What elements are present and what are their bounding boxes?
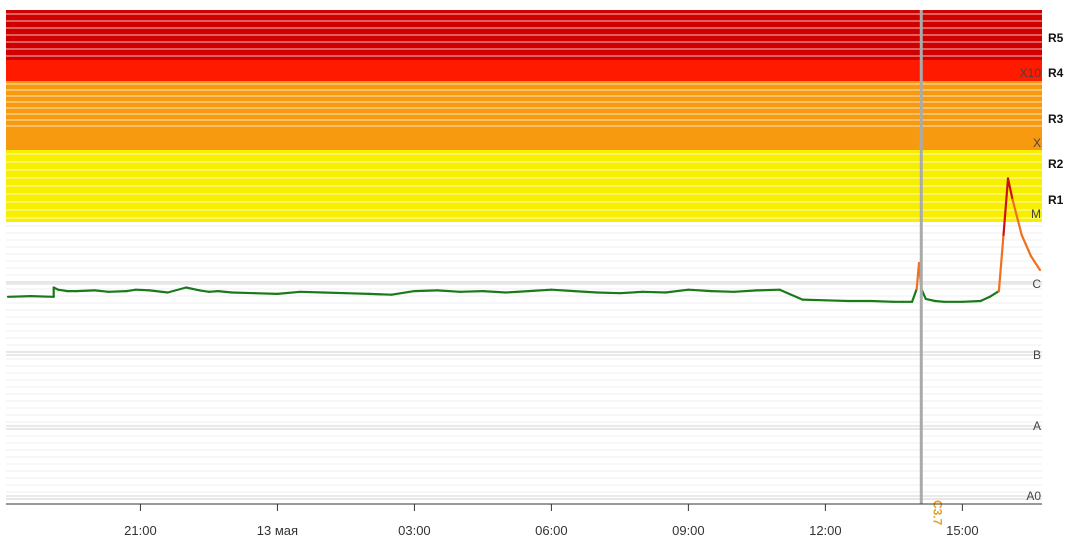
series-segment <box>148 289 169 294</box>
series-segment <box>618 290 644 295</box>
series-segment <box>988 290 1001 298</box>
series-segment <box>299 290 325 294</box>
series-segment <box>664 288 690 294</box>
x-tick-label: 21:00 <box>124 523 157 538</box>
flux-class-label: B <box>1033 348 1041 362</box>
series-segment <box>344 292 370 295</box>
radio-blackout-label: R3 <box>1048 112 1064 126</box>
series-segment <box>801 298 827 302</box>
series-segment <box>573 290 599 294</box>
cursor-label: C3.7 <box>930 500 944 526</box>
time-cursor[interactable]: C3.7 <box>919 10 944 526</box>
grid-lines <box>6 225 1042 500</box>
series-segment <box>322 291 347 295</box>
radio-blackout-label: R1 <box>1048 193 1064 207</box>
series-segment <box>6 295 32 298</box>
series-segment <box>641 290 667 294</box>
series-segment <box>207 290 220 293</box>
flux-class-label: M <box>1031 207 1041 221</box>
series-segment <box>595 291 622 295</box>
series-segment <box>230 291 256 295</box>
zone-x10-band <box>6 60 1042 81</box>
flux-class-label: X10 <box>1020 66 1042 80</box>
zone-x-band <box>6 81 1042 150</box>
series-segment <box>185 286 201 292</box>
series-segment <box>732 289 759 293</box>
series-segment <box>413 289 439 293</box>
x-tick-label: 13 мая <box>257 523 298 538</box>
x-tick-label: 03:00 <box>398 523 431 538</box>
series-segment <box>924 297 937 303</box>
series-segment <box>390 290 416 296</box>
series-segment <box>57 288 69 293</box>
series-segment <box>979 295 991 303</box>
series-segment <box>217 290 233 294</box>
x-tick-label: 15:00 <box>946 523 979 538</box>
flux-class-label: A <box>1033 419 1041 433</box>
series-segment <box>93 289 110 293</box>
series-segment <box>166 286 188 294</box>
series-segment <box>997 233 1005 293</box>
radio-blackout-label: R5 <box>1048 31 1064 45</box>
series-segment <box>687 288 713 293</box>
radio-blackout-labels: R1 R2 R3 R4 R5 <box>1048 31 1064 207</box>
flux-series <box>6 177 1042 303</box>
series-segment <box>933 299 946 303</box>
series-segment <box>253 292 279 295</box>
series-segment <box>504 290 530 294</box>
series-segment <box>1002 177 1010 237</box>
x-tick-label: 06:00 <box>535 523 568 538</box>
flux-class-labels: A0 A B C M X X10 <box>1020 66 1042 503</box>
flux-class-label: A0 <box>1026 489 1041 503</box>
series-segment <box>1006 177 1014 201</box>
series-segment <box>961 299 982 303</box>
series-segment <box>1020 233 1033 258</box>
series-segment <box>481 290 507 294</box>
series-segment <box>276 290 302 295</box>
x-axis: 21:00 13 мая 03:00 06:00 09:00 12:00 15:00 <box>6 503 1042 538</box>
series-segment <box>869 299 896 303</box>
series-segment <box>824 299 850 303</box>
flux-class-label: C <box>1032 277 1041 291</box>
series-segment <box>436 289 462 293</box>
x-tick-label: 09:00 <box>672 523 705 538</box>
series-segment <box>778 288 804 301</box>
series-segment <box>459 290 484 293</box>
series-segment <box>125 288 137 293</box>
series-segment <box>550 288 576 293</box>
series-segment <box>134 288 151 292</box>
radio-blackout-label: R4 <box>1048 66 1064 80</box>
flux-zone-bands <box>6 10 1042 222</box>
series-segment <box>75 289 96 293</box>
series-segment <box>1011 198 1023 237</box>
x-tick-label: 12:00 <box>809 523 842 538</box>
series-segment <box>367 292 393 296</box>
series-segment <box>29 295 55 298</box>
series-segment <box>107 290 128 293</box>
series-segment <box>910 287 918 303</box>
series-segment <box>755 288 781 292</box>
radio-blackout-label: R2 <box>1048 157 1064 171</box>
series-segment <box>527 288 553 293</box>
series-segment <box>710 290 736 293</box>
series-segment <box>1029 254 1042 272</box>
series-segment <box>198 289 210 293</box>
flux-class-label: X <box>1033 136 1041 150</box>
